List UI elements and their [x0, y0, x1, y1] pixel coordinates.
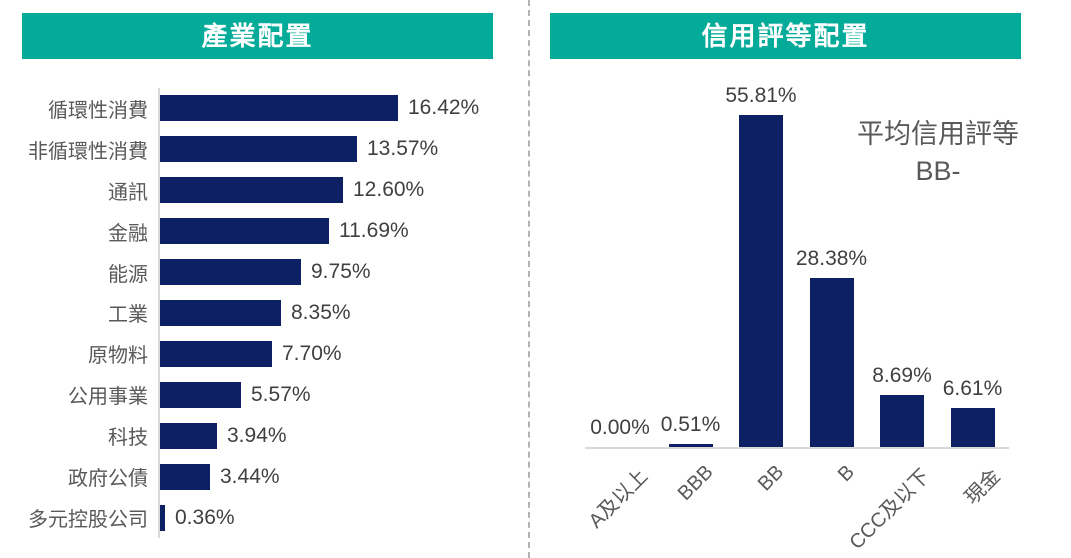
industry-bar	[160, 340, 272, 367]
industry-bar-track: 16.42%	[158, 88, 515, 129]
rating-category-label: BBB	[674, 461, 719, 505]
industry-row: 循環性消費 16.42%	[10, 88, 515, 129]
industry-value-label: 0.36%	[175, 505, 235, 529]
rating-bar	[809, 278, 854, 447]
rating-value-label: 6.61%	[942, 377, 1003, 400]
average-rating-annotation: 平均信用評等 BB-	[843, 116, 1033, 190]
industry-row: 多元控股公司 0.36%	[10, 497, 515, 538]
industry-value-label: 3.44%	[220, 464, 280, 488]
industry-category-label: 工業	[108, 304, 148, 327]
industry-category-label: 科技	[108, 427, 148, 450]
panel-divider	[528, 0, 530, 558]
industry-value-label: 7.70%	[282, 341, 342, 365]
industry-bar-track: 5.57%	[158, 374, 515, 416]
rating-category-label: BB	[754, 461, 789, 496]
industry-row: 金融 11.69%	[10, 210, 515, 252]
industry-bar-track: 0.36%	[158, 497, 515, 538]
x-axis-line	[585, 447, 1009, 449]
industry-category-label: 能源	[108, 263, 148, 286]
industry-bar	[160, 381, 241, 408]
industry-allocation-title: 產業配置	[201, 21, 314, 51]
rating-value-label: 0.51%	[660, 413, 721, 436]
rating-value-label: 55.81%	[725, 84, 797, 107]
industry-value-label: 8.35%	[291, 300, 351, 324]
industry-bar	[160, 463, 210, 490]
industry-row: 通訊 12.60%	[10, 169, 515, 211]
industry-row: 能源 9.75%	[10, 251, 515, 293]
industry-bar	[160, 259, 301, 286]
industry-row: 原物料 7.70%	[10, 333, 515, 375]
rating-bar	[880, 395, 924, 447]
industry-category-label: 金融	[108, 222, 148, 245]
industry-bar	[160, 177, 343, 204]
industry-bar	[160, 504, 165, 531]
average-rating-value: BB-	[915, 156, 961, 186]
rating-bar	[950, 408, 995, 447]
rating-bar	[668, 444, 713, 447]
industry-bar	[160, 422, 217, 449]
industry-value-label: 5.57%	[251, 382, 311, 406]
industry-bar-track: 3.94%	[158, 415, 515, 457]
industry-category-label: 多元控股公司	[28, 509, 148, 532]
industry-bar	[160, 136, 357, 163]
industry-value-label: 9.75%	[311, 260, 371, 284]
rating-value-label: 8.69%	[872, 364, 932, 387]
rating-value-label: 0.00%	[590, 416, 650, 439]
industry-value-label: 3.94%	[227, 423, 287, 447]
industry-bar-track: 7.70%	[158, 333, 515, 375]
industry-category-label: 政府公債	[68, 468, 148, 491]
industry-value-label: 16.42%	[408, 96, 480, 120]
industry-row: 科技 3.94%	[10, 415, 515, 457]
industry-allocation-chart: 循環性消費 16.42% 非循環性消費 13.57% 通訊 12.60% 金融 11.69% 能…	[10, 88, 515, 538]
industry-bar-track: 13.57%	[158, 128, 515, 170]
industry-row: 工業 8.35%	[10, 292, 515, 334]
industry-row: 非循環性消費 13.57%	[10, 128, 515, 170]
rating-bar	[739, 115, 783, 447]
industry-category-label: 非循環性消費	[28, 140, 148, 163]
credit-rating-title: 信用評等配置	[701, 21, 870, 51]
industry-category-label: 公用事業	[68, 386, 148, 409]
industry-row: 公用事業 5.57%	[10, 374, 515, 416]
industry-bar	[160, 95, 398, 122]
industry-value-label: 11.69%	[339, 219, 409, 243]
credit-rating-chart: 0.00% A及以上 0.51% BBB 55.81% BB 28.38% B 8.69% CCC…	[550, 61, 1029, 558]
industry-row: 政府公債 3.44%	[10, 456, 515, 498]
industry-bar-track: 12.60%	[158, 169, 515, 211]
rating-category-label: 現金	[960, 465, 1005, 510]
rating-value-label: 28.38%	[795, 247, 868, 270]
rating-category-label: B	[834, 461, 860, 486]
industry-bar-track: 9.75%	[158, 251, 515, 293]
industry-bar-track: 3.44%	[158, 456, 515, 498]
industry-bar	[160, 299, 281, 326]
industry-bar	[160, 218, 329, 245]
credit-rating-header: 信用評等配置	[550, 13, 1021, 59]
industry-allocation-header: 產業配置	[22, 13, 493, 59]
industry-category-label: 通訊	[108, 181, 148, 204]
average-rating-label: 平均信用評等	[857, 119, 1019, 149]
industry-category-label: 循環性消費	[48, 99, 148, 122]
industry-bar-track: 8.35%	[158, 292, 515, 334]
industry-bar-track: 11.69%	[158, 210, 515, 252]
industry-value-label: 12.60%	[353, 178, 425, 202]
industry-category-label: 原物料	[88, 345, 148, 368]
rating-category-label: A及以上	[584, 465, 652, 533]
industry-value-label: 13.57%	[367, 137, 439, 161]
